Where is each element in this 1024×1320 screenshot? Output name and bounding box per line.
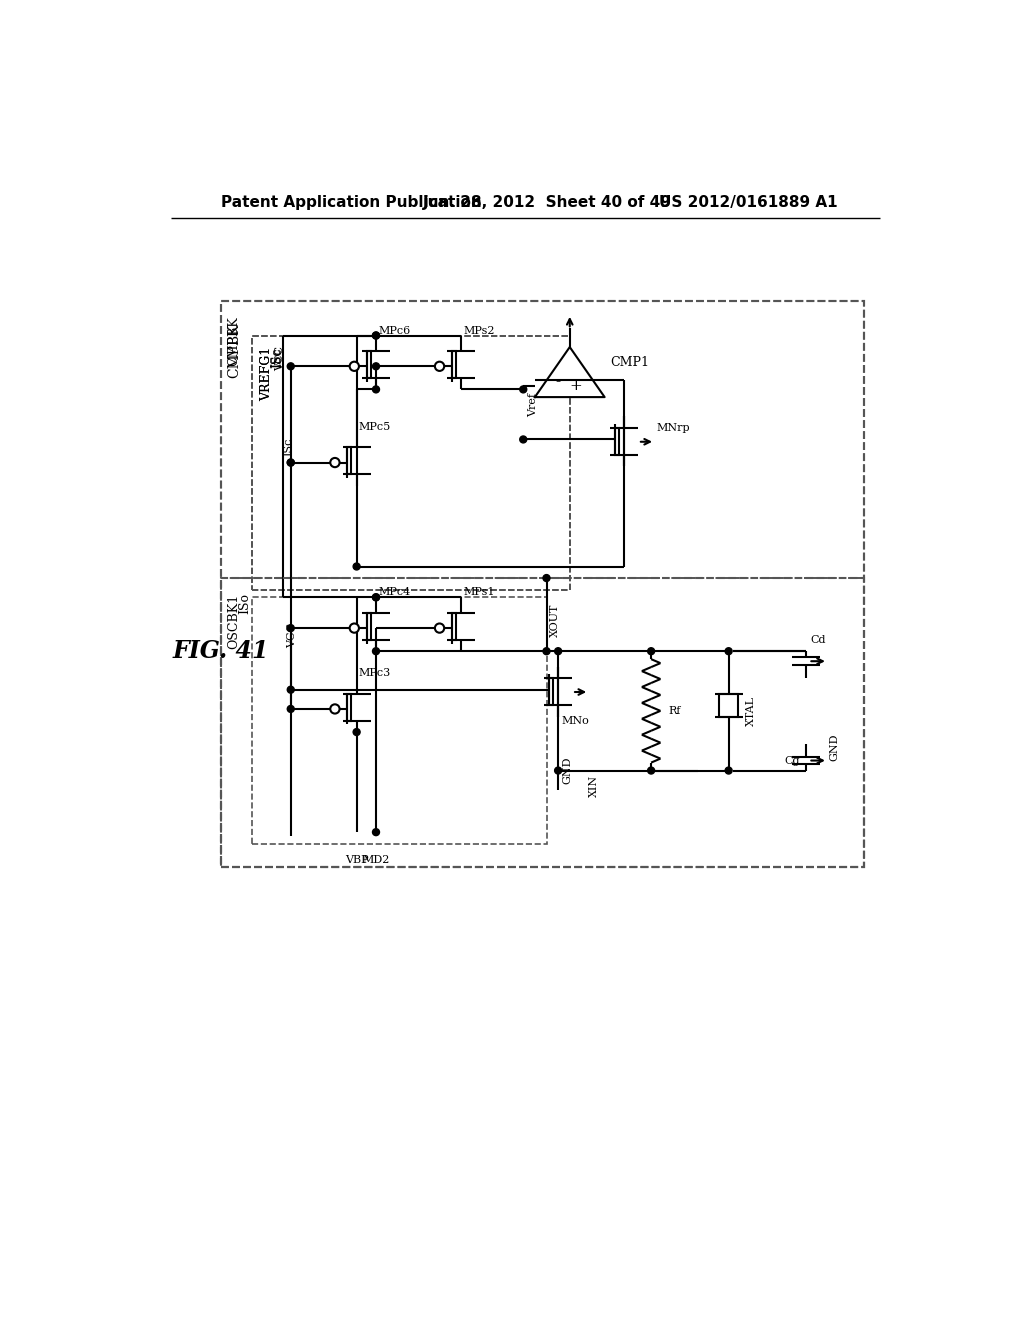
Text: MD2: MD2 <box>362 855 390 865</box>
Text: MNo: MNo <box>561 715 589 726</box>
Text: Patent Application Publication: Patent Application Publication <box>221 195 481 210</box>
Text: Vref: Vref <box>528 393 538 417</box>
Circle shape <box>373 648 380 655</box>
Bar <box>221 578 864 867</box>
Text: XTAL: XTAL <box>745 696 756 726</box>
Circle shape <box>373 829 380 836</box>
Text: ISc: ISc <box>271 347 285 367</box>
Polygon shape <box>535 347 604 397</box>
Circle shape <box>349 623 359 632</box>
Bar <box>452 612 456 640</box>
Circle shape <box>435 623 444 632</box>
Circle shape <box>373 385 380 393</box>
Text: VREFG1: VREFG1 <box>260 347 272 401</box>
Text: MPs2: MPs2 <box>464 326 495 335</box>
Text: Cd: Cd <box>810 635 825 644</box>
Circle shape <box>647 767 654 774</box>
Text: Jun. 28, 2012  Sheet 40 of 49: Jun. 28, 2012 Sheet 40 of 49 <box>423 195 672 210</box>
Circle shape <box>725 767 732 774</box>
Bar <box>221 301 864 867</box>
Text: ISc: ISc <box>270 347 284 367</box>
Text: XOUT: XOUT <box>550 603 560 638</box>
Text: MPc4: MPc4 <box>378 587 411 598</box>
Bar <box>252 335 569 590</box>
Bar <box>367 612 371 640</box>
Text: FIG. 41: FIG. 41 <box>173 639 269 663</box>
Circle shape <box>331 458 340 467</box>
Bar <box>719 694 738 718</box>
Circle shape <box>520 436 526 444</box>
Text: ISc: ISc <box>283 438 293 457</box>
Circle shape <box>373 363 380 370</box>
Text: ISo: ISo <box>238 594 251 614</box>
Text: CMPBK: CMPBK <box>227 317 241 366</box>
Bar <box>452 351 456 378</box>
Text: CMPBK: CMPBK <box>227 323 242 379</box>
Bar <box>252 597 547 843</box>
Circle shape <box>288 705 294 713</box>
Text: GND: GND <box>562 756 572 784</box>
Circle shape <box>288 363 294 370</box>
Circle shape <box>647 648 654 655</box>
Circle shape <box>288 459 294 466</box>
Text: US 2012/0161889 A1: US 2012/0161889 A1 <box>658 195 838 210</box>
Bar <box>549 678 553 705</box>
Bar <box>252 335 569 590</box>
Circle shape <box>555 767 561 774</box>
Bar <box>347 447 351 474</box>
Circle shape <box>373 594 380 601</box>
Text: MPs1: MPs1 <box>464 587 495 598</box>
Text: CMP1: CMP1 <box>610 356 649 370</box>
Text: XIN: XIN <box>589 775 599 796</box>
Text: VCC: VCC <box>275 346 286 371</box>
Circle shape <box>520 385 526 393</box>
Circle shape <box>288 459 294 466</box>
Circle shape <box>555 648 561 655</box>
Circle shape <box>373 333 380 339</box>
Circle shape <box>373 333 380 339</box>
Text: +: + <box>569 379 583 393</box>
Circle shape <box>288 686 294 693</box>
Circle shape <box>353 564 360 570</box>
Circle shape <box>349 362 359 371</box>
Text: MPc3: MPc3 <box>359 668 391 678</box>
Text: VBP: VBP <box>345 855 369 865</box>
Bar <box>367 351 371 378</box>
Circle shape <box>543 648 550 655</box>
Text: GND: GND <box>829 734 840 762</box>
Text: Cg: Cg <box>784 755 800 766</box>
Circle shape <box>288 624 294 631</box>
Circle shape <box>435 362 444 371</box>
Text: -: - <box>556 375 561 388</box>
Text: VCC: VCC <box>287 623 297 648</box>
Bar <box>252 335 569 590</box>
Text: Rf: Rf <box>669 706 681 715</box>
Text: VREFG1: VREFG1 <box>260 347 272 401</box>
Circle shape <box>373 594 380 601</box>
Bar <box>614 428 618 455</box>
Bar <box>347 693 351 721</box>
Circle shape <box>543 574 550 582</box>
Text: OSCBK1: OSCBK1 <box>227 594 241 648</box>
Circle shape <box>331 705 340 714</box>
Text: MPc5: MPc5 <box>359 422 391 432</box>
Circle shape <box>353 729 360 735</box>
Bar <box>221 301 864 867</box>
Circle shape <box>725 648 732 655</box>
Text: MNrp: MNrp <box>656 422 690 433</box>
Text: MPc6: MPc6 <box>378 326 411 335</box>
